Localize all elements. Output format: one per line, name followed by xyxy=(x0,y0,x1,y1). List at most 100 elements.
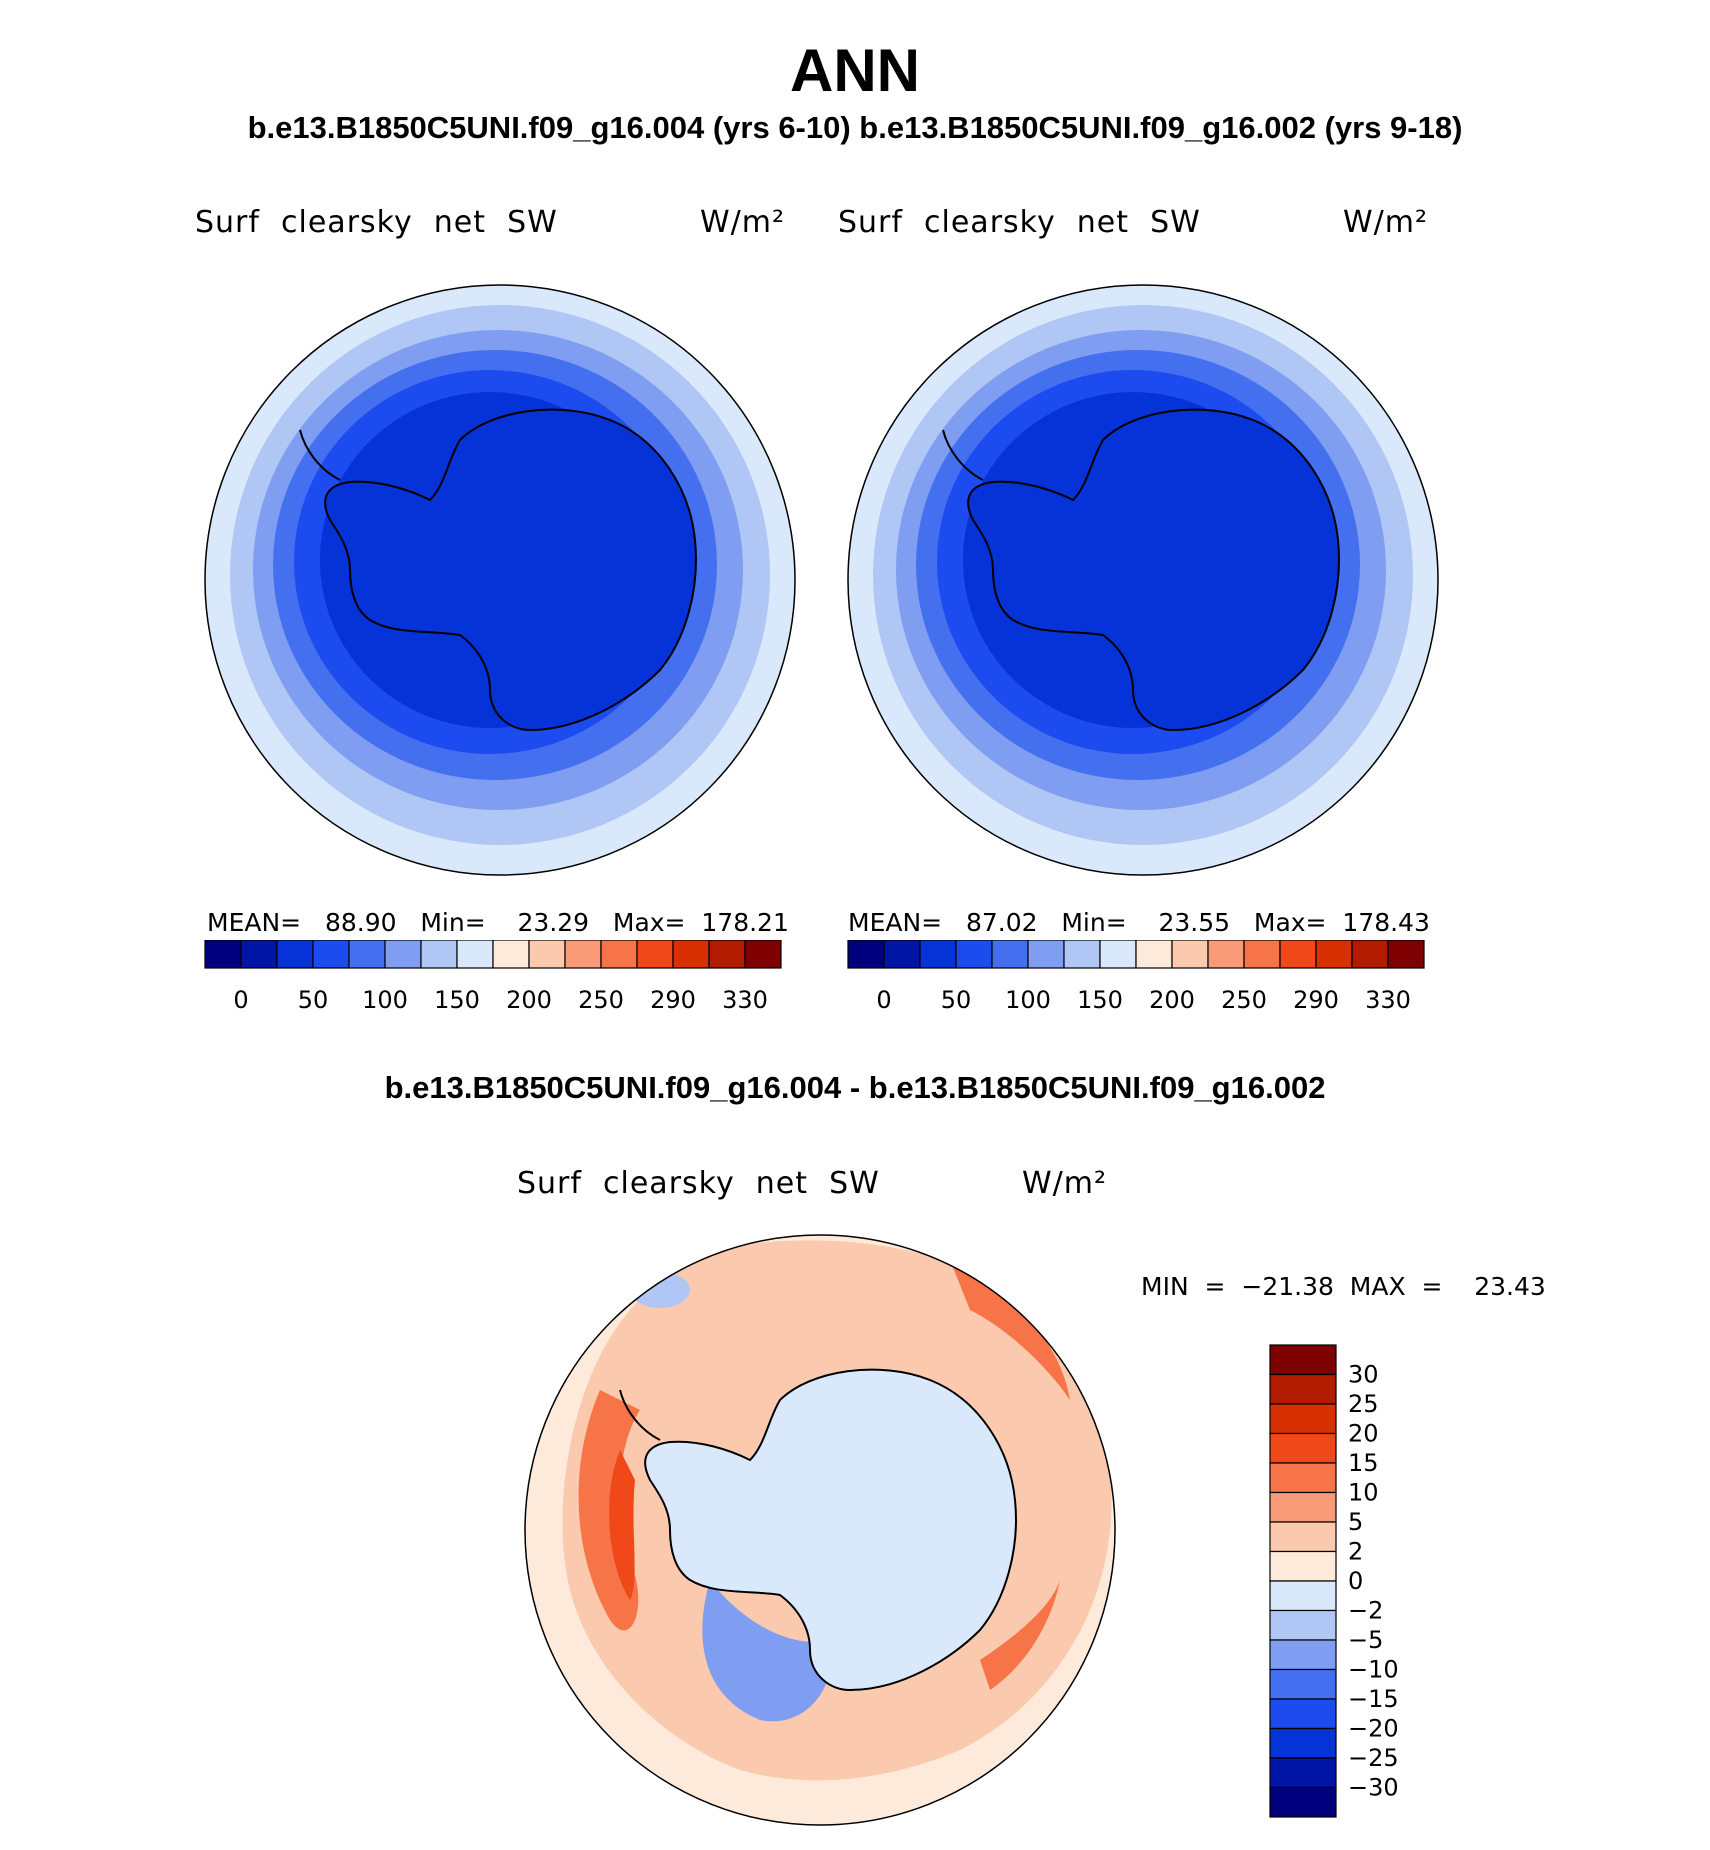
panel2-colorbar-swatch-15 xyxy=(1387,940,1425,969)
panel1-colorbar-swatch-11 xyxy=(600,940,638,969)
panel1-colorbar-swatches xyxy=(204,940,782,969)
panel3-colorbar-swatch-12 xyxy=(1269,1698,1337,1730)
panel3-colorbar-swatch-10 xyxy=(1269,1639,1337,1671)
panel3-colorbar-swatches xyxy=(1269,1344,1337,1818)
map3-peninsula xyxy=(619,1389,661,1441)
panel3-colorbar-swatch-6 xyxy=(1269,1521,1337,1553)
panel3-colorbar-swatch-14 xyxy=(1269,1757,1337,1789)
panel3-colorbar-swatch-13 xyxy=(1269,1727,1337,1759)
panel2-stats: MEAN= 87.02 Min= 23.55 Max= 178.43 xyxy=(848,908,1430,937)
difference-subtitle: b.e13.B1850C5UNI.f09_g16.004 - b.e13.B18… xyxy=(384,1070,1326,1105)
panel2-colorbar-tick-label-2: 100 xyxy=(1005,986,1051,1014)
panel2-colorbar-tick-label-0: 0 xyxy=(876,986,891,1014)
panel3-colorbar-tick-label-8: −2 xyxy=(1348,1597,1383,1625)
panel2-colorbar-swatch-8 xyxy=(1135,940,1173,969)
panel2-colorbar-tick-label-7: 330 xyxy=(1365,986,1411,1014)
panel1-colorbar-swatch-5 xyxy=(384,940,422,969)
panel1-colorbar-swatch-6 xyxy=(420,940,458,969)
panel3-stats: MIN = −21.38 MAX = 23.43 xyxy=(1141,1272,1546,1301)
panel1-colorbar-swatch-2 xyxy=(276,940,314,969)
panel2-colorbar-tick-label-6: 290 xyxy=(1293,986,1339,1014)
map1-antarctica-coastline xyxy=(324,408,697,732)
panel2-colorbar-swatch-10 xyxy=(1207,940,1245,969)
map2-boundary xyxy=(847,284,1439,876)
panel1-variable-label: Surf clearsky net SW xyxy=(195,205,558,240)
panel2-colorbar-tick-label-3: 150 xyxy=(1077,986,1123,1014)
panel1-colorbar-swatch-7 xyxy=(456,940,494,969)
panel3-colorbar-tick-label-0: 30 xyxy=(1348,1361,1379,1389)
map3-boundary xyxy=(524,1234,1116,1826)
panel3-colorbar-tick-label-5: 5 xyxy=(1348,1508,1363,1536)
panel2-colorbar-swatch-14 xyxy=(1351,940,1389,969)
map3-band-minus2-minus5-north xyxy=(630,1272,690,1308)
map3-band-10-15-northeast xyxy=(950,1260,1070,1400)
panel2-colorbar-swatch-4 xyxy=(991,940,1029,969)
panel1-colorbar: 0 50 100 150 200 250 290 330 xyxy=(204,940,782,1014)
panel1-colorbar-tick-label-7: 330 xyxy=(722,986,768,1014)
panel3-difference-map xyxy=(524,1234,1116,1826)
panel3-colorbar-swatch-5 xyxy=(1269,1491,1337,1523)
panel2-colorbar: 0 50 100 150 200 250 290 330 xyxy=(847,940,1425,1014)
panel2-colorbar-swatch-0 xyxy=(847,940,885,969)
panel3-variable-label: Surf clearsky net SW xyxy=(517,1166,880,1201)
map3-band-15-20-west xyxy=(609,1450,635,1600)
panel1-colorbar-swatch-12 xyxy=(636,940,674,969)
panel3-colorbar-swatch-15 xyxy=(1269,1786,1337,1818)
panel1-colorbar-swatch-4 xyxy=(348,940,386,969)
panel2-colorbar-tick-label-1: 50 xyxy=(941,986,972,1014)
panel2-colorbar-swatch-1 xyxy=(883,940,921,969)
panel3-colorbar-swatch-8 xyxy=(1269,1580,1337,1612)
panel2-colorbar-swatch-5 xyxy=(1027,940,1065,969)
panel1-colorbar-tick-label-6: 290 xyxy=(650,986,696,1014)
panel3-colorbar-tick-label-13: −25 xyxy=(1348,1744,1399,1772)
panel3-colorbar-swatch-4 xyxy=(1269,1462,1337,1494)
panel3-colorbar-tick-label-4: 10 xyxy=(1348,1479,1379,1507)
panel3-colorbar-swatch-0 xyxy=(1269,1344,1337,1376)
panel2-colorbar-swatch-11 xyxy=(1243,940,1281,969)
panel1-colorbar-tick-label-5: 250 xyxy=(578,986,624,1014)
map3-band-minus5-minus10 xyxy=(702,1580,832,1722)
panel3-colorbar-swatch-3 xyxy=(1269,1432,1337,1464)
panel1-colorbar-tick-label-0: 0 xyxy=(233,986,248,1014)
map2-antarctica-coastline xyxy=(967,408,1340,732)
panel2-colorbar-swatch-2 xyxy=(919,940,957,969)
panel3-units-label: W/m² xyxy=(1022,1166,1108,1201)
panel1-polar-map xyxy=(204,284,796,876)
panel2-colorbar-swatch-9 xyxy=(1171,940,1209,969)
map2-peninsula xyxy=(942,429,984,481)
panel3-colorbar-tick-label-9: −5 xyxy=(1348,1626,1383,1654)
panel3-colorbar-tick-label-12: −20 xyxy=(1348,1715,1399,1743)
panel1-colorbar-swatch-3 xyxy=(312,940,350,969)
panel3-colorbar-tick-label-10: −10 xyxy=(1348,1656,1399,1684)
panel3-colorbar-swatch-2 xyxy=(1269,1403,1337,1435)
panel2-colorbar-swatch-12 xyxy=(1279,940,1317,969)
panel2-variable-label: Surf clearsky net SW xyxy=(838,205,1201,240)
panel3-colorbar-tick-label-11: −15 xyxy=(1348,1685,1399,1713)
figure-subtitle: b.e13.B1850C5UNI.f09_g16.004 (yrs 6-10) … xyxy=(247,110,1463,145)
panel1-colorbar-swatch-1 xyxy=(240,940,278,969)
panel1-colorbar-swatch-8 xyxy=(492,940,530,969)
panel3-colorbar-tick-label-7: 0 xyxy=(1348,1567,1363,1595)
panel3-colorbar-tick-label-1: 25 xyxy=(1348,1390,1379,1418)
panel1-stats: MEAN= 88.90 Min= 23.29 Max= 178.21 xyxy=(207,908,789,937)
panel2-colorbar-swatch-7 xyxy=(1099,940,1137,969)
panel2-colorbar-swatch-13 xyxy=(1315,940,1353,969)
panel2-colorbar-tick-label-4: 200 xyxy=(1149,986,1195,1014)
map1-peninsula xyxy=(299,429,341,481)
map1-boundary xyxy=(204,284,796,876)
figure-title: ANN xyxy=(790,37,920,104)
panel3-colorbar-swatch-7 xyxy=(1269,1550,1337,1582)
panel2-colorbar-swatch-6 xyxy=(1063,940,1101,969)
panel1-colorbar-swatch-9 xyxy=(528,940,566,969)
map3-antarctica-coastline xyxy=(644,1368,1017,1692)
panel3-colorbar-swatch-1 xyxy=(1269,1373,1337,1405)
panel1-colorbar-swatch-0 xyxy=(204,940,242,969)
panel1-colorbar-tick-label-1: 50 xyxy=(298,986,329,1014)
panel2-polar-map xyxy=(847,284,1439,876)
panel1-colorbar-swatch-15 xyxy=(744,940,782,969)
panel1-colorbar-tick-label-4: 200 xyxy=(506,986,552,1014)
panel3-colorbar-tick-label-6: 2 xyxy=(1348,1538,1363,1566)
panel3-colorbar-swatch-9 xyxy=(1269,1609,1337,1641)
